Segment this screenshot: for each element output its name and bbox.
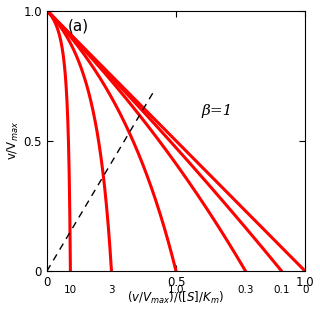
Text: 3: 3 — [108, 285, 115, 295]
Text: β=1: β=1 — [202, 104, 233, 118]
Text: (a): (a) — [68, 18, 89, 33]
Text: 10: 10 — [64, 285, 77, 295]
Text: 0.3: 0.3 — [237, 285, 254, 295]
Y-axis label: v/V$_{max}$: v/V$_{max}$ — [5, 121, 21, 160]
X-axis label: $(v/V_{max})/([S]/K_m)$: $(v/V_{max})/([S]/K_m)$ — [127, 290, 225, 306]
Text: 1.0: 1.0 — [168, 285, 184, 295]
Text: 0: 0 — [302, 285, 308, 295]
Text: 0.1: 0.1 — [273, 285, 290, 295]
